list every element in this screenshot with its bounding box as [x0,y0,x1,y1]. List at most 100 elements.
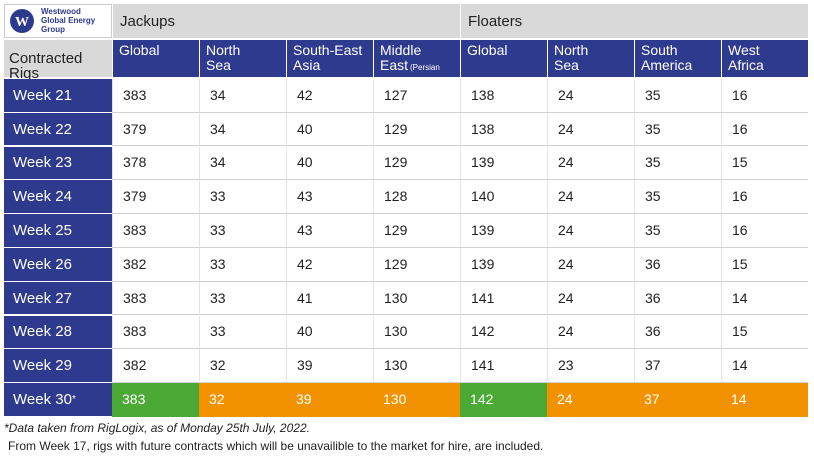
logo-icon: W [10,9,34,33]
column-header-line: Asia [293,57,321,73]
logo: W Westwood Global Energy Group [4,4,112,38]
table-cell: 141 [460,349,547,383]
logo-line: Group [41,25,65,34]
table-cell: 142 [460,383,547,417]
table-cell: 24 [547,146,634,181]
table-cell: 37 [634,349,721,383]
row-header: Week 24 [4,180,112,213]
row-label: Week 29 [13,357,72,375]
table-cell: 39 [286,383,373,417]
table-cell: 33 [199,214,286,248]
column-header: South America [635,40,721,77]
row-label: Week 21 [13,86,72,104]
table-cell: 24 [547,248,634,282]
table-cell: 35 [634,214,721,248]
table-cell: 129 [373,112,460,147]
table-cell: 14 [721,383,808,417]
table-cell: 40 [286,112,373,147]
column-header: West Africa [722,40,808,77]
row-label: Week 22 [13,120,72,138]
row-header: Week 29 [4,349,112,382]
column-header: Global [461,40,547,77]
table-cell: 23 [547,349,634,383]
table-cell: 40 [286,146,373,181]
table-cell: 140 [460,180,547,214]
table-cell: 139 [460,248,547,282]
column-header: North Sea [200,40,286,77]
corner-header: Contracted Rigs [4,40,112,81]
table-cell: 35 [634,146,721,181]
table-cell: 130 [373,315,460,350]
column-header-line: Africa [728,57,764,73]
table-cell: 129 [373,214,460,248]
row-header: Week 27 [4,281,112,315]
table-cell: 379 [112,180,199,214]
footnote: *Data taken from RigLogix, as of Monday … [4,421,310,435]
table-cell: 37 [634,383,721,417]
table-cell: 130 [373,349,460,383]
column-header-line: North [206,42,241,58]
row-label: Week 27 [13,289,72,307]
column-header-line: South [641,42,678,58]
table-cell: 32 [199,349,286,383]
table-cell: 139 [460,214,547,248]
table-cell: 24 [547,214,634,248]
table-cell: 33 [199,315,286,350]
table-cell: 15 [721,146,808,181]
table-cell: 43 [286,214,373,248]
table-cell: 141 [460,281,547,316]
table-cell: 24 [547,383,634,417]
table-cell: 34 [199,112,286,147]
column-header-line: Middle [380,42,422,58]
column-header-line: Sea [206,57,231,73]
logo-text: Westwood Global Energy Group [41,7,95,34]
column-header-line: Global [467,42,508,58]
table-cell: 43 [286,180,373,214]
table-cell: 130 [373,383,460,417]
table-cell: 36 [634,281,721,316]
column-header: South-East Asia [287,40,373,77]
logo-line: Westwood [41,7,81,16]
table-cell: 127 [373,79,460,113]
table-cell: 34 [199,79,286,113]
row-header: Week 25 [4,214,112,247]
table-cell: 142 [460,315,547,350]
table-cell: 383 [112,79,199,113]
table-cell: 382 [112,248,199,282]
table-cell: 383 [112,281,199,316]
row-header: Week 28 [4,315,112,349]
row-header: Week 23 [4,146,112,180]
row-header: Week 30 * [4,383,112,416]
table-cell: 16 [721,112,808,147]
table-cell: 24 [547,79,634,113]
table-cell: 42 [286,248,373,282]
table-cell: 36 [634,248,721,282]
row-label: Week 25 [13,221,72,239]
row-header: Week 26 [4,248,112,281]
table-cell: 138 [460,79,547,113]
svg-text:W: W [15,15,29,30]
column-header-line: North [554,42,589,58]
column-header-line: South-East [293,42,363,58]
group-header: Floaters [461,4,808,38]
table-cell: 36 [634,315,721,350]
row-label: Week 28 [13,323,72,341]
column-header: Global [113,40,199,77]
table-cell: 32 [199,383,286,417]
table-cell: 138 [460,112,547,147]
table-cell: 24 [547,112,634,147]
table-cell: 16 [721,214,808,248]
table-cell: 15 [721,315,808,350]
row-header: Week 21 [4,79,112,112]
row-label: Week 30 [13,390,72,408]
row-header: Week 22 [4,112,112,146]
table-cell: 15 [721,248,808,282]
row-note: * [71,393,76,405]
table-cell: 379 [112,112,199,147]
table-cell: 41 [286,281,373,316]
table-cell: 24 [547,281,634,316]
table-cell: 42 [286,79,373,113]
column-header: North Sea [548,40,634,77]
